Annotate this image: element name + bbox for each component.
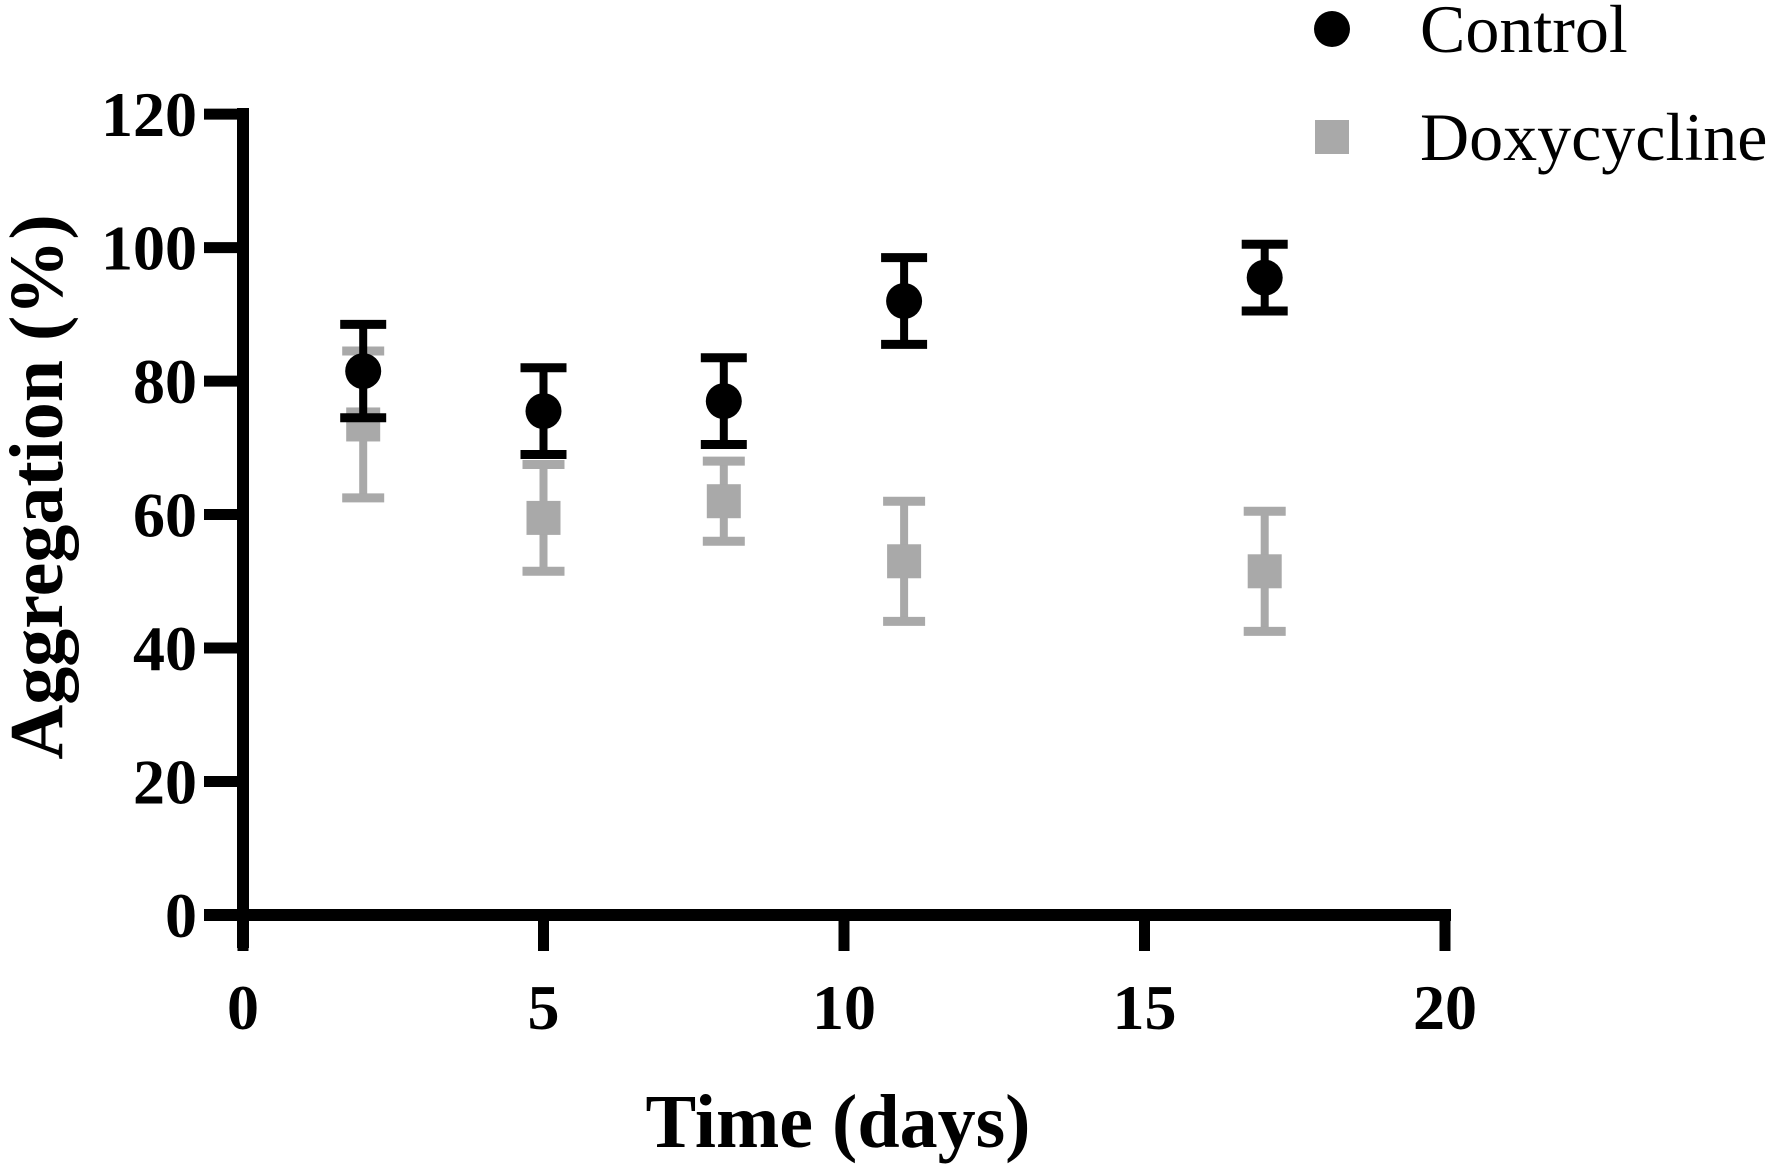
- x-tick-label-15: 15: [1113, 972, 1177, 1043]
- legend-item-control: Control: [1314, 0, 1628, 67]
- doxycycline-point-day-11: [887, 544, 922, 579]
- y-tick-label-40: 40: [133, 613, 197, 684]
- x-tick-label-5: 5: [528, 972, 560, 1043]
- x-tick-label-0: 0: [227, 972, 259, 1043]
- y-tick-label-0: 0: [165, 880, 197, 951]
- y-axis-title: Aggregation (%): [0, 214, 79, 759]
- control-point-day-8: [705, 383, 742, 420]
- y-tick-label-80: 80: [133, 346, 197, 417]
- data-series: [340, 239, 1288, 636]
- y-tick-label-20: 20: [133, 747, 197, 818]
- y-tick-label-120: 120: [101, 79, 197, 150]
- y-tick-label-100: 100: [101, 213, 197, 284]
- doxycycline-point-day-17: [1247, 554, 1282, 589]
- doxycycline-point-day-5: [526, 500, 561, 535]
- axes: 0 20 40 60 80 100 120 0 5 10 15 20: [101, 79, 1477, 1043]
- control-marker-icon: [1314, 11, 1350, 48]
- x-axis-title: Time (days): [646, 1080, 1031, 1164]
- doxycycline-point-day-8: [706, 484, 741, 519]
- x-tick-label-20: 20: [1413, 972, 1477, 1043]
- legend-item-doxycycline: Doxycycline: [1314, 100, 1767, 175]
- control-point-day-11: [886, 282, 923, 319]
- legend-label-doxycycline: Doxycycline: [1420, 99, 1768, 175]
- y-tick-label-60: 60: [133, 480, 197, 551]
- control-point-day-17: [1246, 259, 1283, 296]
- control-point-day-2: [345, 353, 382, 390]
- doxycycline-marker-icon: [1315, 120, 1349, 155]
- legend-label-control: Control: [1420, 0, 1628, 67]
- x-tick-label-10: 10: [812, 972, 876, 1043]
- control-point-day-5: [525, 393, 562, 430]
